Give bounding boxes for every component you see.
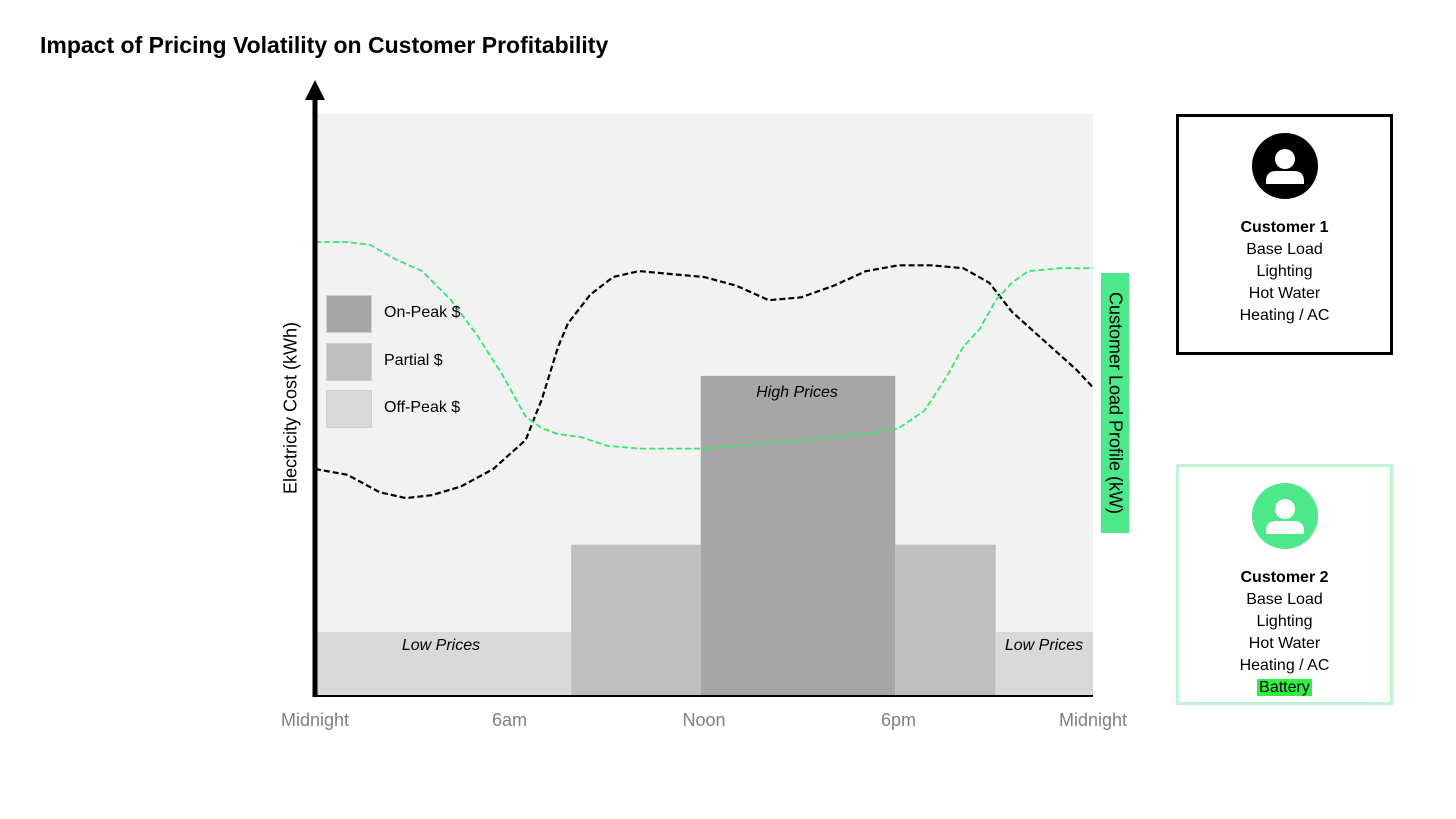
price-band-partial [571, 544, 701, 696]
legend-swatch-off-peak [326, 390, 372, 428]
x-tick-label: 6am [491, 710, 528, 730]
x-tick-label: Midnight [1058, 710, 1128, 730]
x-tick-label: Midnight [280, 710, 350, 730]
band-label-high-prices: High Prices [756, 384, 838, 401]
band-label-low-prices: Low Prices [401, 637, 481, 654]
price-band-partial [895, 544, 996, 696]
customer-card-1: Customer 1 Base Load Lighting Hot Water … [1176, 114, 1393, 355]
price-band-off-peak [995, 631, 1093, 696]
load-profile-lines [314, 241, 1094, 500]
series-line-customer-1 [314, 264, 1094, 500]
load-item: Base Load [1246, 591, 1323, 608]
x-tick-label: Noon [682, 710, 726, 730]
price-band-on-peak [700, 375, 896, 696]
load-item: Heating / AC [1239, 307, 1330, 324]
load-item: Lighting [1256, 613, 1313, 630]
legend-swatch-partial [326, 343, 372, 381]
price-bands [315, 375, 1093, 696]
battery-badge: Battery [1257, 679, 1312, 696]
x-tick-label: 6pm [880, 710, 917, 730]
user-avatar-icon [1251, 483, 1318, 549]
load-item: Base Load [1246, 241, 1323, 258]
page-title: Impact of Pricing Volatility on Customer… [40, 32, 609, 58]
y-axis-arrow-icon [305, 80, 325, 100]
legend-label: On-Peak $ [384, 304, 461, 321]
price-band-off-peak [315, 631, 572, 696]
customer-name: Customer 2 [1240, 569, 1329, 586]
series-line-customer-2 [315, 241, 1093, 450]
y-axis-label: Electricity Cost (kWh) [280, 321, 301, 495]
legend-label: Partial $ [384, 352, 443, 369]
axes [305, 80, 1093, 697]
band-label-low-prices: Low Prices [1004, 637, 1084, 654]
legend-swatch-on-peak [326, 295, 372, 333]
secondary-axis-label-box: Customer Load Profile (kW) [1101, 273, 1129, 533]
load-item: Heating / AC [1239, 657, 1330, 674]
legend-label: Off-Peak $ [384, 399, 461, 416]
customer-name: Customer 1 [1240, 219, 1329, 236]
load-item: Hot Water [1248, 285, 1321, 302]
secondary-axis-label: Customer Load Profile (kW) [1105, 291, 1126, 515]
user-avatar-icon [1251, 133, 1318, 199]
customer-card-2: Customer 2 Base Load Lighting Hot Water … [1176, 464, 1393, 705]
load-item: Lighting [1256, 263, 1313, 280]
load-item: Hot Water [1248, 635, 1321, 652]
